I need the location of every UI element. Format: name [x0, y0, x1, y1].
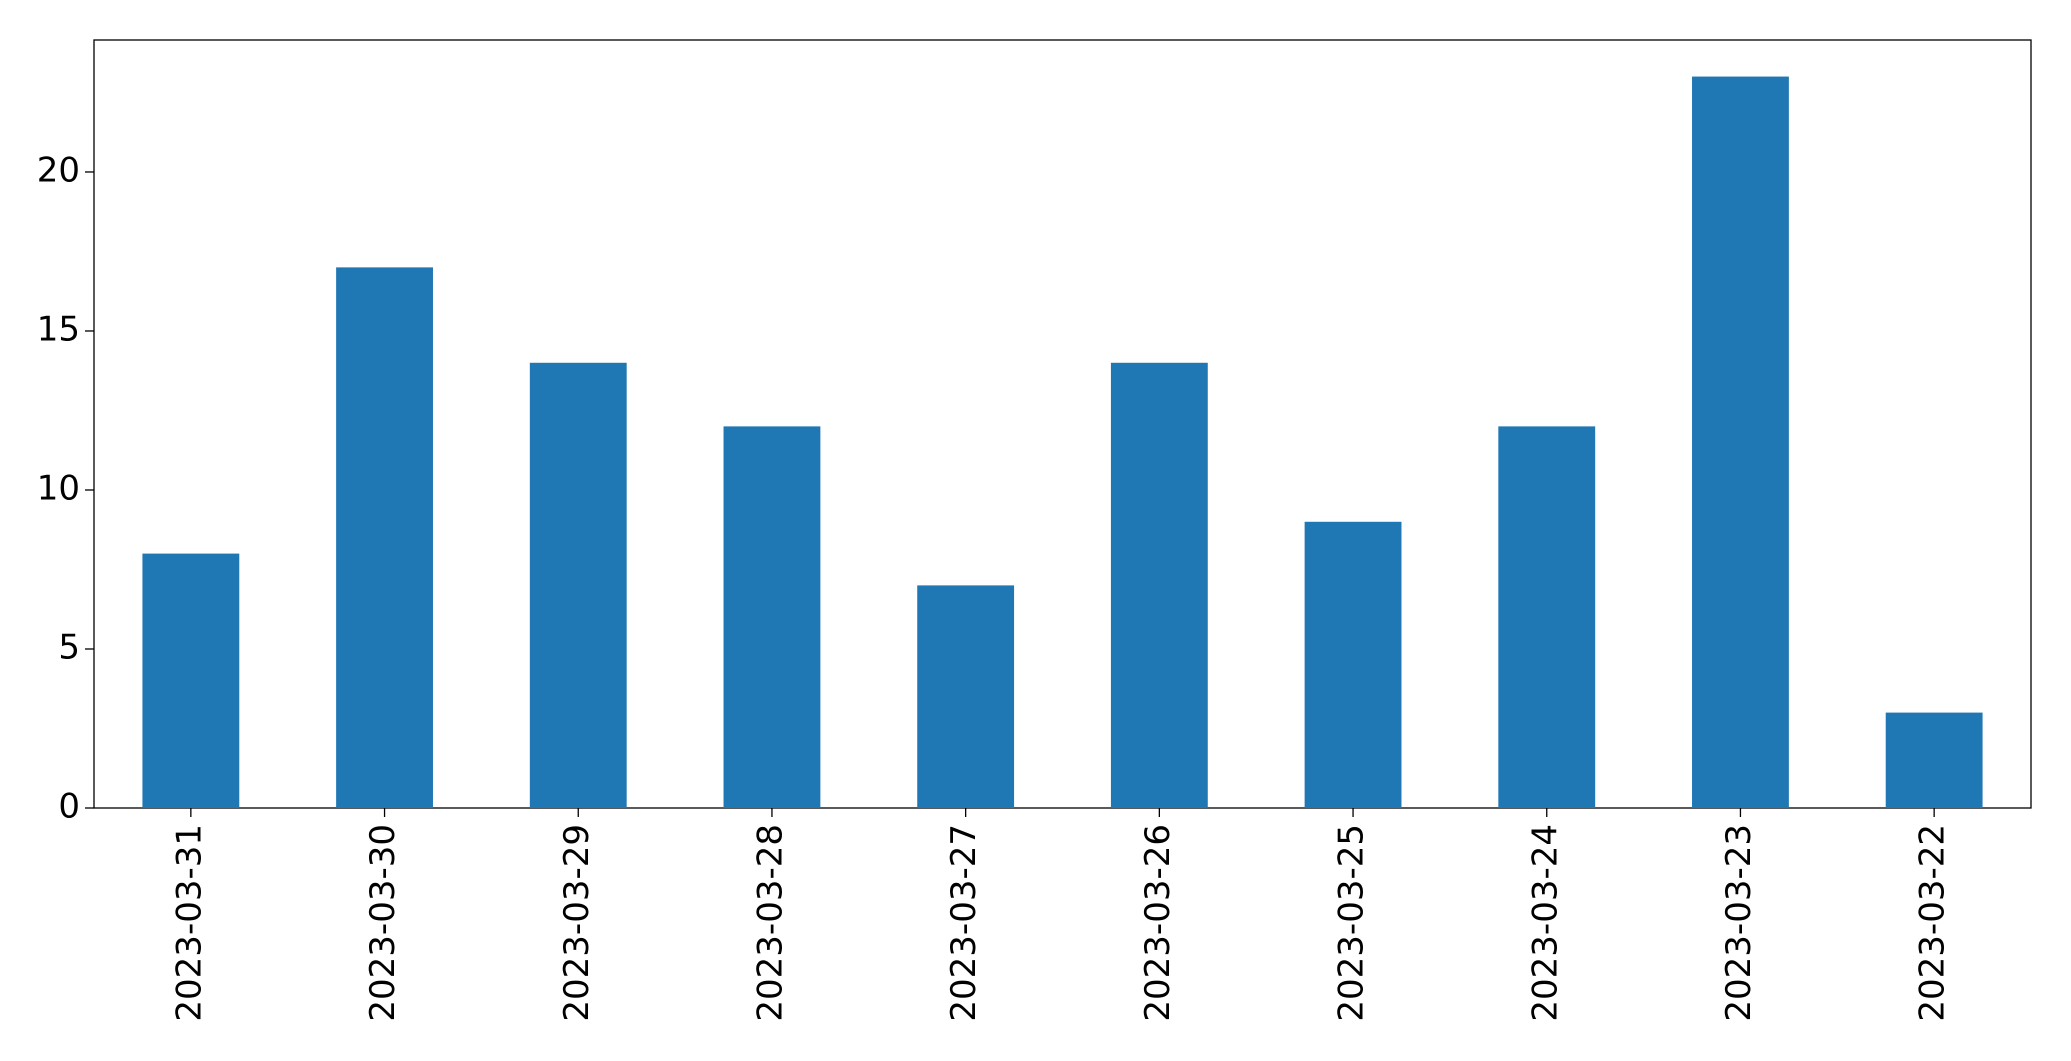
y-tick-label: 15 — [37, 309, 80, 349]
x-tick-label: 2023-03-28 — [750, 824, 790, 1022]
bar — [917, 585, 1015, 808]
y-tick-label: 5 — [58, 627, 80, 667]
y-tick-label: 20 — [37, 150, 80, 190]
plot-frame — [93, 39, 2032, 809]
x-tick-label: 2023-03-26 — [1138, 824, 1178, 1022]
x-tick-label: 2023-03-22 — [1913, 824, 1953, 1022]
bar — [142, 553, 240, 808]
bar — [1885, 712, 1983, 808]
x-tick-label: 2023-03-27 — [944, 824, 984, 1022]
x-tick-label: 2023-03-30 — [363, 824, 403, 1022]
x-tick-label: 2023-03-31 — [169, 824, 209, 1022]
y-tick-label: 0 — [58, 787, 80, 827]
bar — [1110, 362, 1208, 808]
y-tick-label: 10 — [37, 468, 80, 508]
bar — [1692, 76, 1789, 809]
bar — [336, 267, 433, 808]
x-tick-label: 2023-03-29 — [557, 824, 597, 1022]
x-tick-label: 2023-03-25 — [1332, 824, 1372, 1022]
bar — [1498, 426, 1596, 808]
bar — [529, 362, 627, 808]
bar — [1304, 521, 1402, 808]
x-tick-label: 2023-03-24 — [1525, 824, 1565, 1022]
x-tick-label: 2023-03-23 — [1719, 824, 1759, 1022]
bar — [723, 426, 821, 808]
